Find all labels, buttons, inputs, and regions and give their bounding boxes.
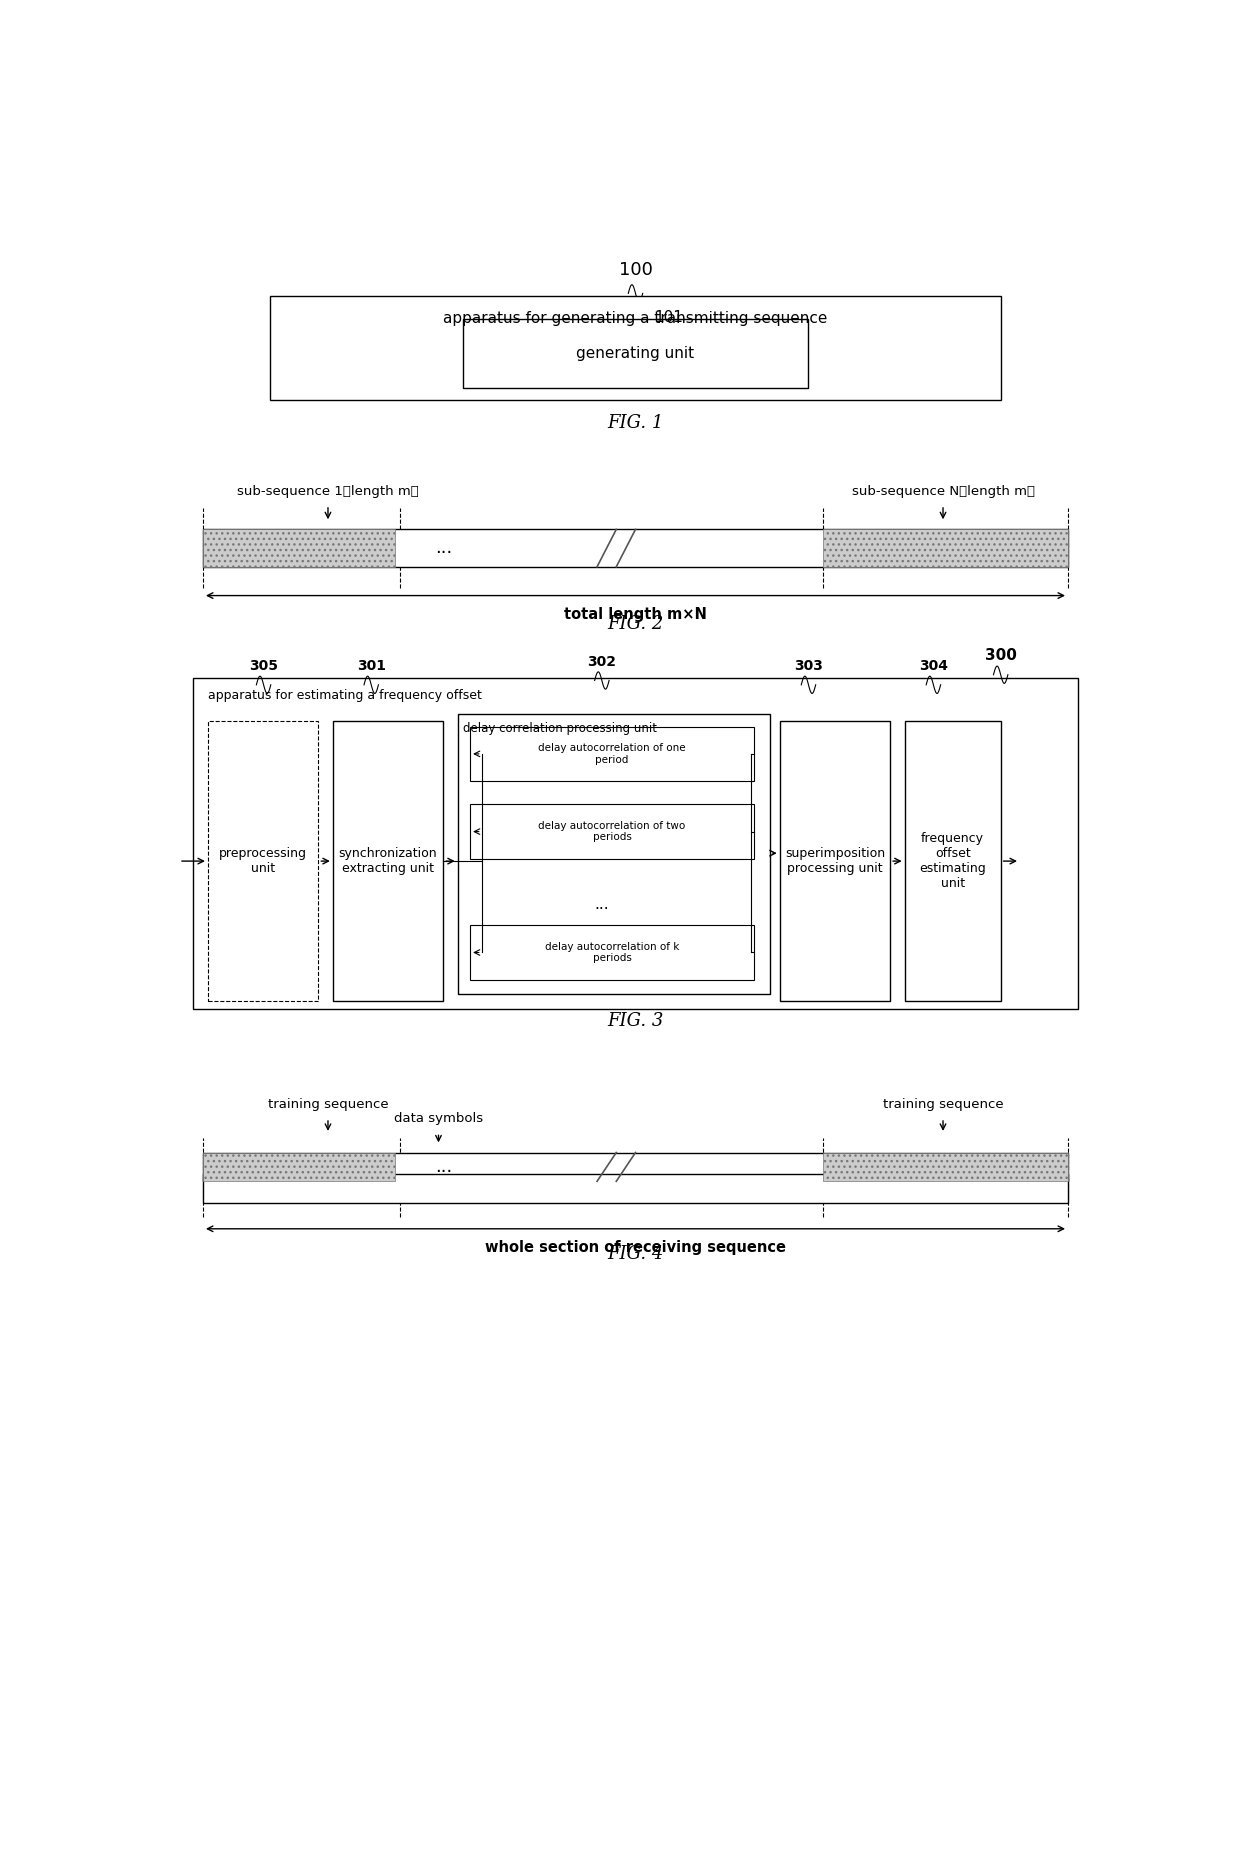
- Text: 302: 302: [588, 654, 616, 669]
- Text: frequency
offset
estimating
unit: frequency offset estimating unit: [919, 832, 986, 890]
- Text: delay autocorrelation of k
periods: delay autocorrelation of k periods: [544, 942, 680, 963]
- Text: 101: 101: [655, 310, 683, 325]
- Text: training sequence: training sequence: [268, 1097, 388, 1110]
- Bar: [470, 925, 754, 979]
- Text: FIG. 2: FIG. 2: [608, 615, 663, 634]
- Bar: [470, 727, 754, 781]
- Bar: [823, 1153, 1068, 1181]
- Text: 100: 100: [619, 262, 652, 278]
- Text: synchronization
extracting unit: synchronization extracting unit: [339, 847, 438, 875]
- Bar: [203, 529, 396, 566]
- Text: ...: ...: [594, 897, 609, 912]
- Text: data symbols: data symbols: [394, 1112, 484, 1125]
- Bar: [203, 529, 1068, 566]
- Text: delay autocorrelation of two
periods: delay autocorrelation of two periods: [538, 820, 686, 843]
- Bar: [193, 678, 1078, 1009]
- Text: 305: 305: [249, 660, 278, 673]
- Text: FIG. 4: FIG. 4: [608, 1245, 663, 1263]
- Text: 304: 304: [919, 660, 947, 673]
- Bar: [332, 721, 444, 1002]
- Text: training sequence: training sequence: [883, 1097, 1003, 1110]
- Text: total length m×N: total length m×N: [564, 607, 707, 622]
- Text: ...: ...: [435, 538, 451, 557]
- Bar: [823, 529, 1068, 566]
- Bar: [203, 1153, 1068, 1181]
- Text: ...: ...: [435, 1159, 451, 1176]
- Text: delay correlation processing unit: delay correlation processing unit: [463, 721, 656, 735]
- Bar: [203, 1153, 396, 1181]
- Text: apparatus for estimating a frequency offset: apparatus for estimating a frequency off…: [208, 690, 481, 703]
- Text: FIG. 3: FIG. 3: [608, 1013, 663, 1030]
- Text: delay autocorrelation of one
period: delay autocorrelation of one period: [538, 744, 686, 764]
- Bar: [270, 295, 1001, 400]
- Text: 303: 303: [794, 660, 823, 673]
- Text: 300: 300: [985, 649, 1017, 663]
- Text: apparatus for generating a transmitting sequence: apparatus for generating a transmitting …: [444, 310, 827, 325]
- Text: FIG. 1: FIG. 1: [608, 413, 663, 432]
- Text: 301: 301: [357, 660, 386, 673]
- Bar: [208, 721, 319, 1002]
- Text: superimposition
processing unit: superimposition processing unit: [785, 847, 885, 875]
- Bar: [203, 1174, 1068, 1204]
- Bar: [470, 804, 754, 860]
- Text: sub-sequence 1（length m）: sub-sequence 1（length m）: [237, 484, 419, 497]
- Text: generating unit: generating unit: [577, 346, 694, 361]
- Bar: [463, 320, 808, 389]
- Bar: [780, 721, 890, 1002]
- Bar: [905, 721, 1001, 1002]
- Text: preprocessing
unit: preprocessing unit: [219, 847, 308, 875]
- Bar: [458, 714, 770, 994]
- Text: whole section of receiving sequence: whole section of receiving sequence: [485, 1241, 786, 1256]
- Text: sub-sequence N（length m）: sub-sequence N（length m）: [852, 484, 1034, 497]
